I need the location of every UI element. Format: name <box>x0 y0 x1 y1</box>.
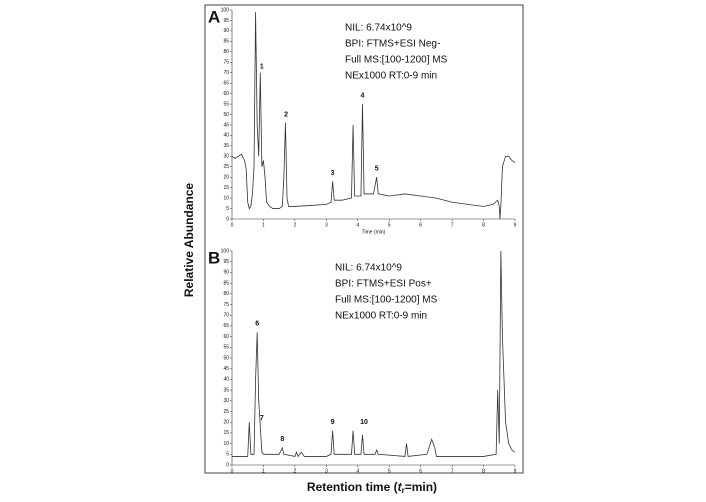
y-tick-label: 85 <box>223 280 229 286</box>
peak-label: 2 <box>284 111 288 118</box>
x-tick-label: 6 <box>419 222 422 228</box>
x-tick-label: 7 <box>451 468 454 474</box>
y-tick-label: 90 <box>223 270 229 276</box>
info-line: NEx1000 RT:0-9 min <box>335 311 427 322</box>
y-tick-label: 35 <box>223 143 229 149</box>
y-tick-label: 45 <box>223 122 229 128</box>
x-label-part: =min) <box>405 480 437 494</box>
x-tick-label: 6 <box>419 468 422 474</box>
y-axis-label: Relative Abundance <box>182 183 196 298</box>
y-tick-label: 65 <box>223 323 229 329</box>
x-label-part: Retention time ( <box>307 480 398 494</box>
frame <box>204 4 524 474</box>
trace <box>232 250 516 458</box>
y-tick-label: 5 <box>226 452 229 458</box>
panel-label: B <box>208 248 220 267</box>
peak-label: 5 <box>375 166 379 173</box>
x-label-part: r <box>402 486 405 495</box>
info-line: Full MS:[100-1200] MS <box>335 295 438 306</box>
y-tick-label: 0 <box>226 216 229 222</box>
x-axis-title: Time (min) <box>362 229 386 235</box>
x-tick-label: 8 <box>482 222 485 228</box>
y-tick-label: 30 <box>223 154 229 160</box>
trace <box>231 12 516 220</box>
info-line: BPI: FTMS+ESI Pos+ <box>335 279 432 290</box>
info-line: Full MS:[100-1200] MS <box>345 55 448 66</box>
x-tick-label: 4 <box>356 222 359 228</box>
x-tick-label: 9 <box>514 222 517 228</box>
peak-label: 8 <box>280 436 284 443</box>
y-tick-label: 80 <box>223 49 229 55</box>
y-tick-label: 5 <box>226 206 229 212</box>
x-tick-label: 4 <box>356 468 359 474</box>
y-tick-label: 75 <box>223 302 229 308</box>
y-tick-label: 70 <box>223 313 229 319</box>
y-tick-label: 60 <box>223 334 229 340</box>
y-tick-label: 10 <box>223 441 229 447</box>
x-tick-label: 2 <box>293 468 296 474</box>
x-tick-label: 9 <box>514 468 517 474</box>
y-tick-label: 75 <box>223 60 229 66</box>
x-tick-label: 5 <box>388 222 391 228</box>
y-tick-label: 100 <box>221 7 230 13</box>
info-line: BPI: FTMS+ESI Neg- <box>345 39 440 50</box>
y-tick-label: 65 <box>223 80 229 86</box>
y-tick-label: 70 <box>223 70 229 76</box>
y-tick-label: 50 <box>223 112 229 118</box>
y-tick-label: 95 <box>223 259 229 265</box>
peak-label: 10 <box>360 419 368 426</box>
info-line: NIL: 6.74x10^9 <box>345 23 412 34</box>
y-tick-label: 15 <box>223 185 229 191</box>
y-tick-label: 55 <box>223 345 229 351</box>
y-tick-label: 15 <box>223 430 229 436</box>
y-tick-label: 45 <box>223 366 229 372</box>
x-tick-label: 1 <box>262 468 265 474</box>
peak-label: 1 <box>260 63 264 70</box>
y-tick-label: 40 <box>223 133 229 139</box>
y-tick-label: 40 <box>223 377 229 383</box>
peak-label: 3 <box>331 170 335 177</box>
x-axis-label: Retention time (tr=min) <box>307 480 437 495</box>
y-tick-label: 30 <box>223 398 229 404</box>
peak-label: 7 <box>260 415 264 422</box>
peak-label: 4 <box>361 93 365 100</box>
x-tick-label: 5 <box>388 468 391 474</box>
y-tick-label: 20 <box>223 420 229 426</box>
y-tick-label: 95 <box>223 18 229 24</box>
x-tick-label: 7 <box>451 222 454 228</box>
y-tick-label: 25 <box>223 409 229 415</box>
y-tick-label: 35 <box>223 387 229 393</box>
y-tick-label: 60 <box>223 91 229 97</box>
x-tick-label: 3 <box>325 468 328 474</box>
y-tick-label: 80 <box>223 291 229 297</box>
x-tick-label: 8 <box>482 468 485 474</box>
peak-label: 9 <box>331 419 335 426</box>
y-tick-label: 100 <box>221 248 230 254</box>
y-tick-label: 0 <box>226 462 229 468</box>
y-tick-label: 55 <box>223 101 229 107</box>
x-tick-label: 2 <box>293 222 296 228</box>
info-line: NEx1000 RT:0-9 min <box>345 71 437 82</box>
y-tick-label: 50 <box>223 355 229 361</box>
info-line: NIL: 6.74x10^9 <box>335 263 402 274</box>
x-tick-label: 0 <box>231 222 234 228</box>
x-label-part: t <box>398 480 403 494</box>
y-tick-label: 25 <box>223 164 229 170</box>
y-tick-label: 10 <box>223 195 229 201</box>
x-tick-label: 3 <box>325 222 328 228</box>
x-tick-label: 1 <box>262 222 265 228</box>
panel-label: A <box>208 7 220 26</box>
y-tick-label: 20 <box>223 175 229 181</box>
y-tick-label: 90 <box>223 28 229 34</box>
x-tick-label: 0 <box>231 468 234 474</box>
peak-label: 6 <box>255 321 259 328</box>
y-tick-label: 85 <box>223 39 229 45</box>
